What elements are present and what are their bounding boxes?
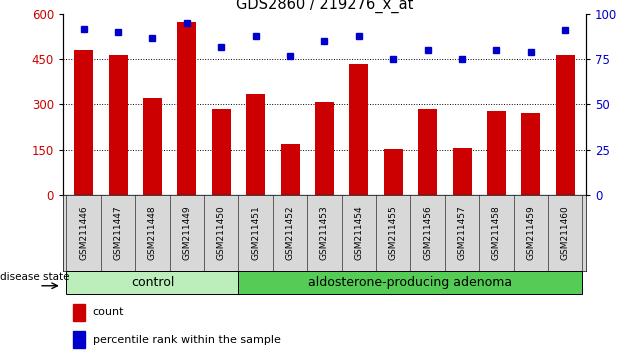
Text: GSM211460: GSM211460 (561, 205, 570, 260)
Text: count: count (93, 308, 124, 318)
Bar (384, 149, 403, 195)
Bar (350, 64, 369, 195)
Text: GSM211458: GSM211458 (492, 205, 501, 260)
Text: GSM211448: GSM211448 (148, 205, 157, 260)
Bar (238, 271, 583, 294)
Text: GSM211456: GSM211456 (423, 205, 432, 260)
Text: GSM211451: GSM211451 (251, 205, 260, 260)
Text: GSM211446: GSM211446 (79, 205, 88, 260)
Text: disease state: disease state (0, 272, 69, 282)
Text: control: control (131, 276, 174, 289)
Text: GSM211452: GSM211452 (285, 205, 295, 260)
Text: GSM211453: GSM211453 (320, 205, 329, 260)
Text: aldosterone-producing adenoma: aldosterone-producing adenoma (309, 276, 513, 289)
Bar (522, 113, 541, 195)
Text: GSM211457: GSM211457 (457, 205, 467, 260)
Text: GSM211454: GSM211454 (354, 205, 364, 260)
Bar (212, 109, 231, 195)
Bar (74, 50, 93, 195)
Text: GSM211450: GSM211450 (217, 205, 226, 260)
Text: GSM211455: GSM211455 (389, 205, 398, 260)
Text: GSM211459: GSM211459 (526, 205, 536, 260)
Bar (246, 94, 265, 195)
Bar (178, 22, 197, 195)
Bar (280, 144, 299, 195)
Text: GSM211449: GSM211449 (182, 205, 192, 260)
Text: GSM211447: GSM211447 (113, 205, 123, 260)
Bar (452, 148, 471, 195)
Bar (74, 304, 85, 321)
Title: GDS2860 / 219276_x_at: GDS2860 / 219276_x_at (236, 0, 413, 13)
Bar (556, 55, 575, 195)
Bar (487, 111, 506, 195)
Bar (66, 271, 238, 294)
Bar (74, 331, 85, 348)
Bar (143, 98, 162, 195)
Bar (418, 109, 437, 195)
Bar (108, 55, 127, 195)
Text: percentile rank within the sample: percentile rank within the sample (93, 335, 281, 344)
Bar (315, 102, 334, 195)
